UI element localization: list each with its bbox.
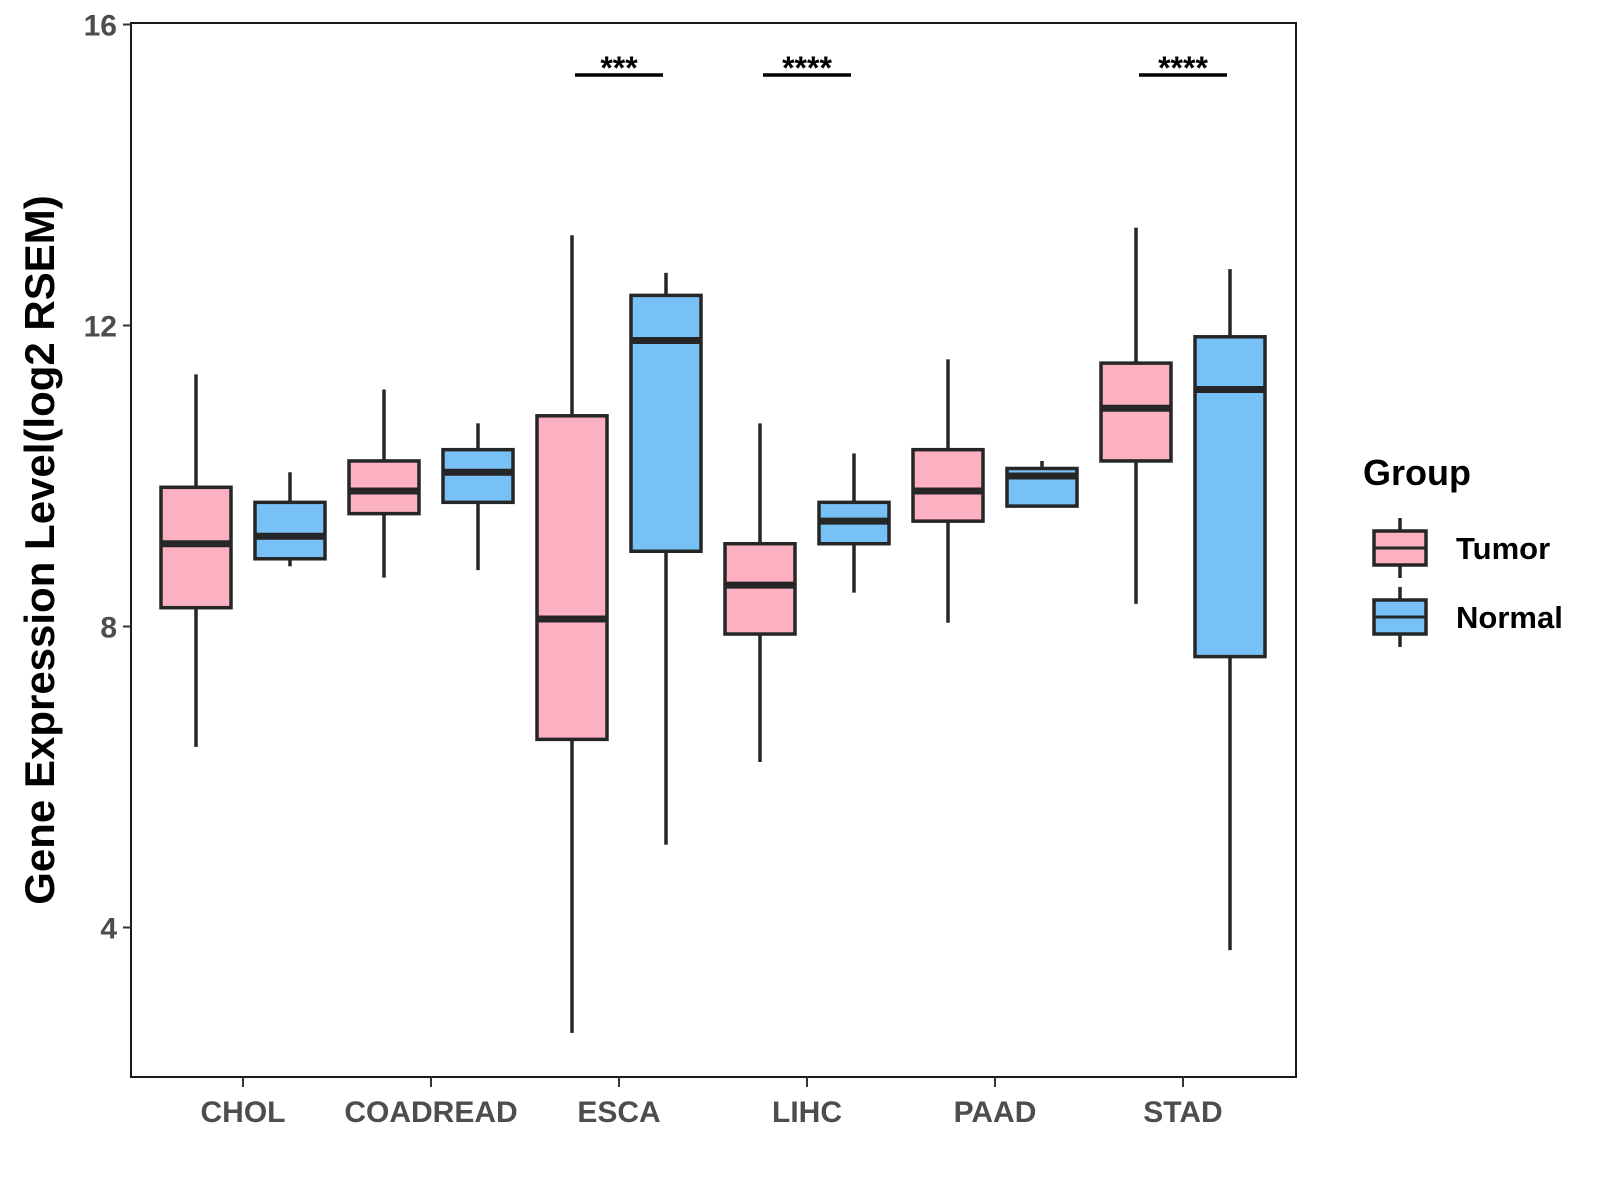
legend-title: Group [1363, 452, 1471, 493]
box-tumor-paad [911, 359, 985, 623]
significance-label: **** [1158, 50, 1208, 86]
significance-esca: *** [575, 50, 663, 86]
significance-lihc: **** [763, 50, 851, 86]
legend: Group Tumor Normal [1363, 452, 1563, 647]
significance-label: *** [600, 50, 638, 86]
iqr-box [723, 541, 797, 636]
legend-label: Normal [1456, 600, 1563, 635]
boxes-layer [159, 227, 1267, 1033]
x-tick-label: ESCA [577, 1096, 660, 1129]
iqr-box [159, 485, 233, 610]
box-normal-esca [629, 272, 703, 845]
iqr-box [629, 293, 703, 553]
x-tick-label: STAD [1143, 1096, 1222, 1129]
box-tumor-esca [535, 235, 609, 1033]
y-tick-label: 4 [100, 913, 117, 946]
box-tumor-chol [159, 374, 233, 747]
iqr-box [441, 447, 515, 505]
box-normal-coadread [441, 423, 515, 571]
significance-stad: **** [1139, 50, 1227, 86]
y-tick-label: 8 [100, 612, 117, 645]
y-tick-label: 12 [84, 311, 117, 344]
iqr-box [911, 447, 985, 523]
significance-label: **** [782, 50, 832, 86]
box-normal-chol [253, 472, 327, 567]
box-normal-lihc [817, 453, 891, 593]
legend-entry-normal: Normal [1372, 587, 1563, 647]
x-tick-label: CHOL [201, 1096, 286, 1129]
iqr-box [347, 459, 421, 516]
significance-layer: *** **** **** [575, 50, 1227, 86]
iqr-box [535, 414, 609, 742]
box-tumor-lihc [723, 423, 797, 762]
box-normal-paad [1005, 460, 1079, 508]
box-tumor-coadread [347, 389, 421, 578]
x-axis: CHOL COADREAD ESCA LIHC PAAD STAD [201, 1077, 1223, 1129]
box-tumor-stad [1099, 227, 1173, 604]
box-normal-stad [1193, 269, 1267, 951]
y-axis: 4 8 12 16 [84, 10, 131, 946]
x-tick-label: PAAD [954, 1096, 1037, 1129]
iqr-box [1193, 335, 1267, 659]
x-tick-label: COADREAD [344, 1096, 517, 1129]
legend-entry-tumor: Tumor [1372, 518, 1550, 578]
y-axis-title: Gene Expression Level(log2 RSEM) [16, 195, 63, 905]
legend-label: Tumor [1456, 531, 1550, 566]
iqr-box [253, 500, 327, 561]
iqr-box [1099, 361, 1173, 463]
y-tick-label: 16 [84, 10, 117, 43]
x-tick-label: LIHC [772, 1096, 842, 1129]
plot-panel-border [130, 22, 1297, 1078]
